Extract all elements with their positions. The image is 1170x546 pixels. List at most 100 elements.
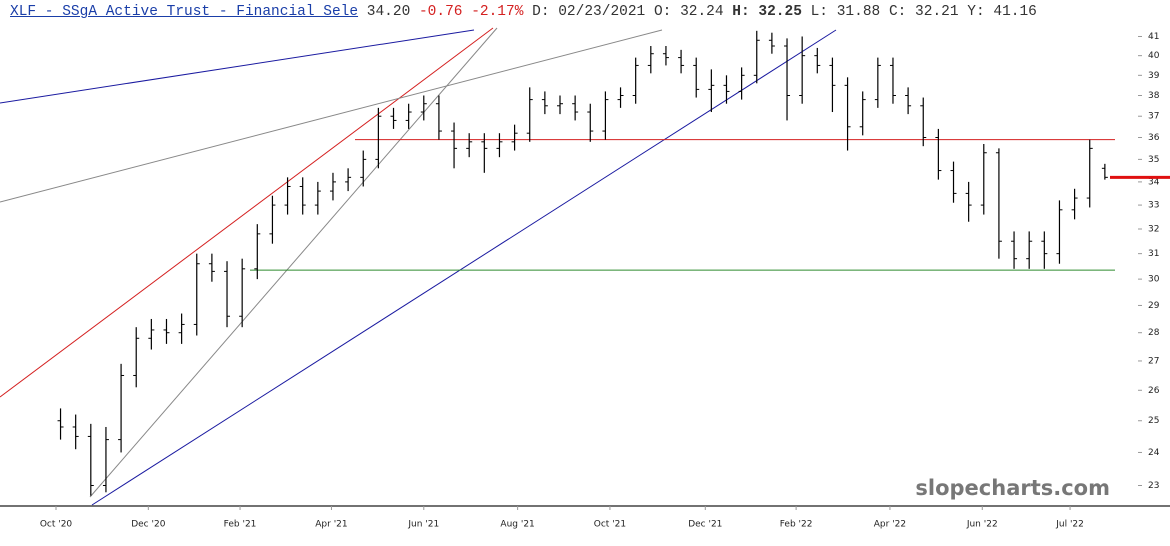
ohlc-bar [602, 91, 609, 140]
ohlc-bar [587, 103, 594, 142]
ohlc-bar [708, 69, 715, 113]
y-tick-label: 34 [1148, 177, 1160, 187]
y-tick-label: 32 [1148, 224, 1159, 234]
ohlc-bar [148, 318, 155, 350]
ohlc-bar [965, 181, 972, 222]
symbol-title: XLF - SSgA Active Trust - Financial Sele [10, 4, 359, 20]
header-label: Y: [967, 4, 985, 20]
ohlc-bar [859, 91, 866, 136]
y-tick-label: 23 [1148, 481, 1159, 491]
ohlc-bar [995, 148, 1002, 259]
ohlc-bar [466, 133, 473, 158]
ohlc-bar [254, 224, 261, 280]
ohlc-bar [557, 95, 563, 115]
ohlc-bar [314, 181, 321, 215]
header-value: 41.16 [993, 4, 1037, 20]
ohlc-bar [163, 318, 170, 344]
trendlines [0, 27, 837, 506]
y-tick-label: 24 [1148, 448, 1160, 458]
ohlc-bar [844, 77, 851, 151]
last-price: 34.20 [366, 4, 411, 20]
trendline [0, 29, 475, 104]
header-value: 32.24 [680, 4, 724, 20]
ohlc-bar [768, 32, 775, 54]
ohlc-bar [360, 150, 367, 187]
x-tick-label: Oct '20 [40, 520, 73, 530]
ohlc-bar [935, 128, 942, 180]
ohlc-bar [723, 75, 730, 104]
ohlc-bar [375, 107, 382, 169]
ohlc-bar [72, 414, 79, 450]
ohlc-bar [511, 124, 518, 151]
ohlc-bar [178, 313, 185, 344]
y-tick-label: 29 [1148, 301, 1160, 311]
y-tick-label: 27 [1148, 356, 1159, 366]
header-label: D: [532, 4, 550, 20]
y-tick-label: 35 [1148, 155, 1159, 165]
y-tick-label: 30 [1148, 275, 1160, 285]
ohlc-bar [799, 36, 806, 104]
ohlc-bar [481, 133, 488, 173]
ohlc-bar [905, 87, 912, 115]
ohlc-bar [678, 49, 685, 74]
x-tick-label: Jul '22 [1055, 520, 1084, 530]
ohlc-bar [496, 133, 503, 158]
header-value: 02/23/2021 [558, 4, 646, 20]
x-tick-label: Dec '20 [131, 520, 165, 530]
ohlc-bar [1056, 200, 1063, 264]
change: -0.76 [418, 4, 463, 20]
ohlc-bar [662, 46, 669, 66]
ohlc-bar [57, 408, 64, 440]
y-tick-label: 38 [1148, 91, 1160, 101]
ohlc-bar [632, 57, 639, 104]
ohlc-bar [208, 253, 215, 282]
ohlc-bar [541, 91, 548, 115]
ohlc-bar [299, 177, 306, 215]
x-tick-label: Jun '22 [966, 520, 998, 530]
trendline [0, 27, 494, 398]
x-tick-label: Aug '21 [500, 520, 534, 530]
header-value: 32.25 [758, 4, 802, 20]
ohlc-bar [617, 87, 624, 108]
y-tick-label: 41 [1148, 32, 1159, 42]
ohlc-bar [269, 195, 276, 244]
y-tick-label: 28 [1148, 328, 1160, 338]
trendline [0, 29, 663, 203]
header-label: L: [810, 4, 829, 20]
ohlc-bar [1041, 231, 1048, 269]
y-tick-label: 33 [1148, 201, 1159, 211]
ohlc-bar [224, 261, 231, 328]
y-tick-label: 40 [1148, 51, 1160, 61]
ohlc-bar [329, 172, 336, 201]
ohlc-bar [950, 161, 957, 203]
ohlc-bar [647, 46, 654, 74]
ohlc-bar [874, 57, 881, 108]
ohlc-bar [1011, 231, 1018, 269]
ohlc-bar [435, 95, 442, 140]
x-tick-label: Oct '21 [594, 520, 626, 530]
ohlc-bar [87, 423, 94, 496]
y-tick-label: 25 [1148, 416, 1159, 426]
ohlc-bar [405, 103, 412, 129]
ohlc-bar [1086, 139, 1093, 208]
ohlc-bar [1026, 231, 1033, 269]
ohlc-bar [345, 168, 352, 192]
ohlc-bar [693, 57, 700, 98]
header-label: C: [888, 4, 907, 20]
ohlc-bar [784, 38, 791, 121]
ohlc-bar [118, 363, 125, 453]
ohlc-bar [102, 426, 109, 493]
x-tick-label: Jun '21 [407, 520, 439, 530]
x-tick-label: Feb '22 [780, 520, 813, 530]
ohlc-bar [239, 258, 246, 328]
ohlc-bar [738, 67, 745, 100]
header-items: D: 02/23/2021 O: 32.24 H: 32.25 L: 31.88… [532, 4, 1037, 20]
x-tick-label: Feb '21 [224, 520, 257, 530]
ohlc-bar [980, 143, 987, 215]
ohlc-bar [420, 95, 427, 121]
x-tick-label: Apr '21 [315, 520, 347, 530]
ohlc-bar [284, 177, 291, 215]
ohlc-bar [1071, 188, 1078, 220]
